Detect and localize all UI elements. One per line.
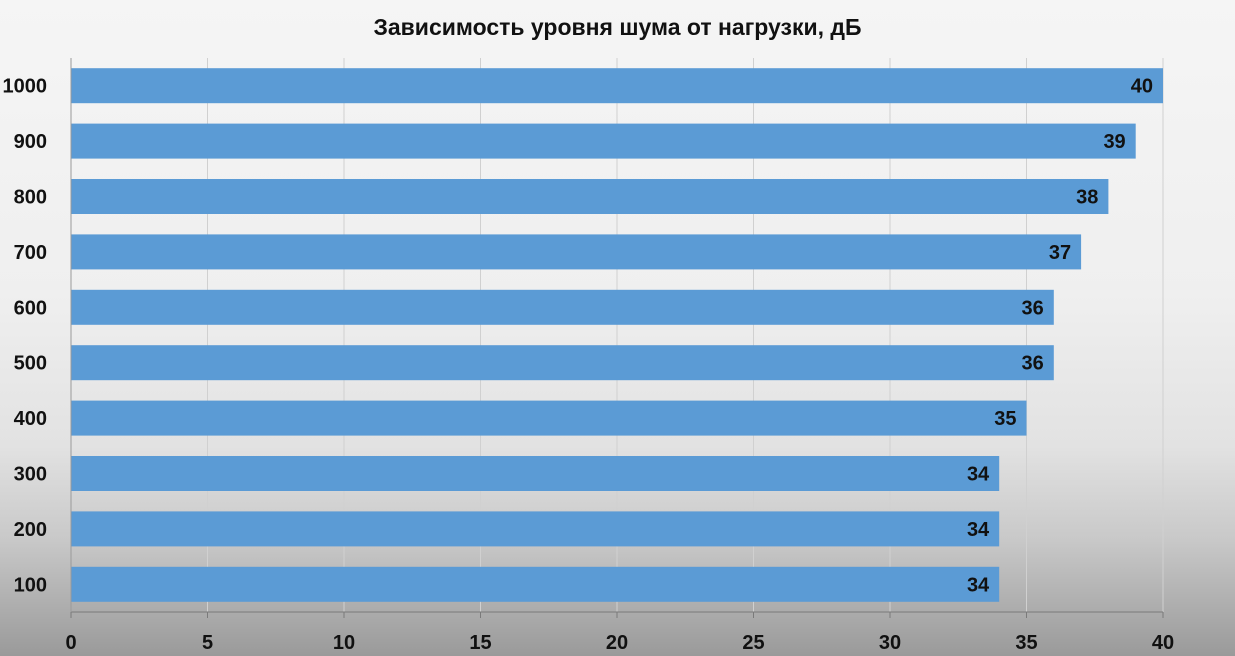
bar [71,234,1082,270]
category-label: 900 [14,131,47,153]
category-label: 800 [14,187,47,209]
data-label: 38 [1076,187,1098,209]
category-label: 100 [14,574,47,596]
x-tick-label: 35 [1015,632,1037,654]
bar [71,456,1000,491]
bar [71,68,1163,104]
x-tick-label: 25 [742,632,764,654]
x-tick-label: 10 [333,632,355,654]
x-tick-label: 40 [1152,632,1174,654]
category-label: 600 [14,297,47,319]
x-tick-label: 20 [606,632,628,654]
data-label: 40 [1131,76,1153,98]
bar [71,123,1136,159]
data-label: 34 [967,464,990,486]
chart-title: Зависимость уровня шума от нагрузки, дБ [373,14,862,40]
bar [71,289,1054,325]
category-label: 300 [14,464,47,486]
x-tick-label: 30 [879,632,901,654]
data-label: 36 [1022,353,1044,375]
data-label: 34 [967,574,990,596]
x-tick-label: 5 [202,632,213,654]
data-label: 34 [967,519,990,541]
x-tick-label: 15 [469,632,491,654]
data-label: 39 [1103,131,1125,153]
data-label: 35 [994,408,1016,430]
x-tick-label: 0 [65,632,76,654]
data-label: 36 [1022,297,1044,319]
category-label: 1000 [3,76,48,98]
category-label: 500 [14,353,47,375]
bar [71,511,1000,547]
category-label: 700 [14,242,47,264]
category-label: 400 [14,408,47,430]
bar [71,566,1000,602]
bar [71,345,1054,381]
bar [71,400,1027,436]
data-label: 37 [1049,242,1071,264]
category-label: 200 [14,519,47,541]
bar [71,179,1109,214]
